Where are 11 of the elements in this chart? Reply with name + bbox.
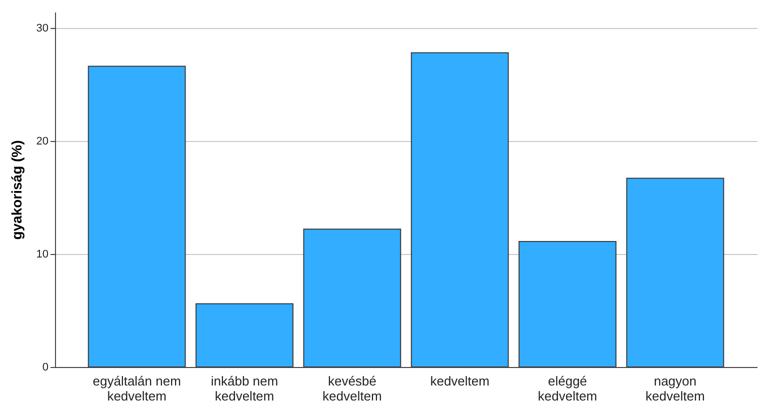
y-tick-label: 10 — [36, 248, 48, 260]
x-tick-label: inkább nem kedveltem — [210, 374, 278, 403]
y-axis-title: gyakoriság (%) — [8, 140, 24, 240]
x-tick-label: egyáltalán nem kedveltem — [92, 374, 181, 403]
y-tick-label: 30 — [36, 22, 48, 34]
x-tick-label: eléggé kedveltem — [538, 374, 598, 403]
y-tick-label: 20 — [36, 135, 48, 148]
x-tick-label: nagyon kedveltem — [646, 374, 705, 403]
x-tick-label: kedveltem — [430, 374, 490, 388]
x-tick-label: kevésbé kedveltem — [322, 374, 382, 403]
y-tick-label: 0 — [42, 362, 48, 374]
